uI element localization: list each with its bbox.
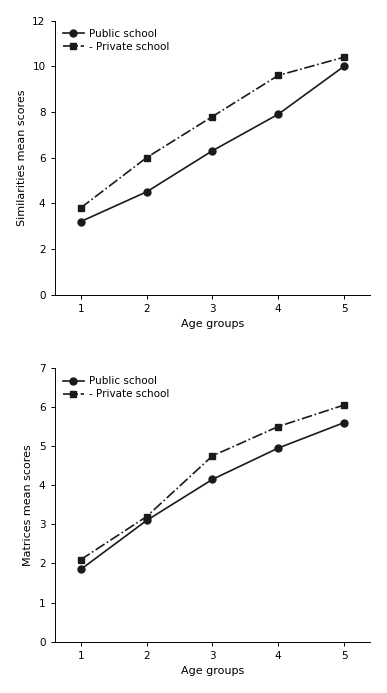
Public school bbox=[276, 444, 281, 453]
Legend: Public school, - Private school: Public school, - Private school bbox=[60, 26, 172, 55]
Public school bbox=[79, 218, 83, 226]
Y-axis label: Matrices mean scores: Matrices mean scores bbox=[23, 444, 33, 565]
Public school bbox=[144, 188, 149, 196]
Line: Public school: Public school bbox=[77, 419, 348, 573]
Public school bbox=[276, 110, 281, 119]
Public school bbox=[144, 516, 149, 525]
- Private school bbox=[144, 512, 149, 520]
Y-axis label: Similarities mean scores: Similarities mean scores bbox=[17, 89, 27, 226]
Line: Public school: Public school bbox=[77, 63, 348, 225]
Public school bbox=[79, 565, 83, 574]
Public school bbox=[210, 147, 215, 155]
- Private school bbox=[276, 423, 281, 431]
- Private school bbox=[342, 53, 346, 62]
X-axis label: Age groups: Age groups bbox=[181, 319, 244, 329]
Line: - Private school: - Private school bbox=[77, 54, 348, 211]
- Private school bbox=[79, 204, 83, 212]
- Private school bbox=[144, 153, 149, 161]
X-axis label: Age groups: Age groups bbox=[181, 667, 244, 676]
Public school bbox=[342, 419, 346, 427]
- Private school bbox=[210, 452, 215, 460]
Line: - Private school: - Private school bbox=[77, 401, 348, 563]
Legend: Public school, - Private school: Public school, - Private school bbox=[60, 373, 172, 403]
- Private school bbox=[79, 555, 83, 563]
Public school bbox=[210, 475, 215, 484]
- Private school bbox=[276, 71, 281, 80]
- Private school bbox=[210, 112, 215, 121]
- Private school bbox=[342, 401, 346, 409]
Public school bbox=[342, 62, 346, 71]
